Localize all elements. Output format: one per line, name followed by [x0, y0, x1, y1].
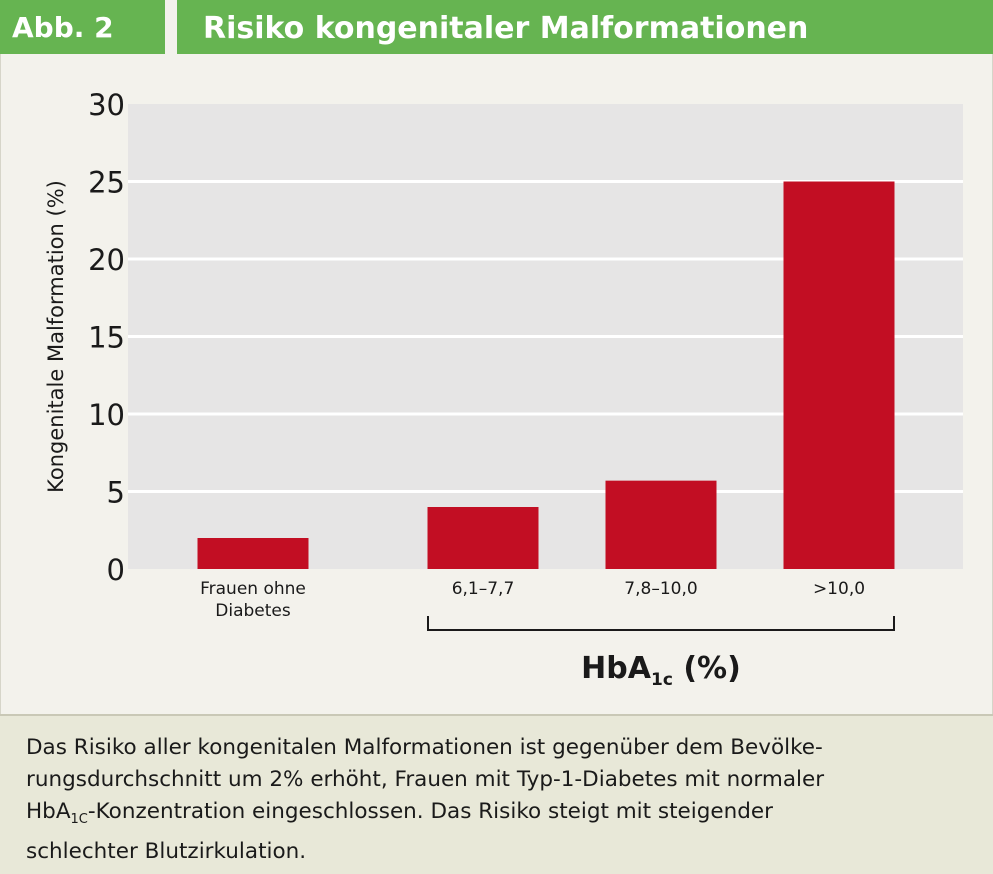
x-tick-label: >10,0 — [813, 579, 865, 599]
bar — [605, 480, 717, 569]
x-tick-label: 7,8–10,0 — [624, 579, 697, 599]
bar — [427, 507, 539, 569]
chart-panel: 0 5 10 15 20 25 30 Kongenitale Malformation (%)… — [0, 54, 993, 714]
bar — [783, 181, 895, 569]
category-group-bracket — [427, 616, 895, 631]
y-tick-label: 30 — [88, 88, 125, 122]
caption-hba: HbA — [26, 799, 71, 824]
figure-caption: Das Risiko aller kongenitalen Malformati… — [0, 714, 993, 874]
x-axis-label: HbA1c (%) — [581, 651, 741, 690]
y-tick-label: 5 — [107, 476, 125, 510]
caption-line-4: schlechter Blutzirkulation. — [26, 839, 307, 864]
caption-line-3: HbA1C-Konzentration eingeschlossen. Das … — [26, 796, 967, 836]
bar-chart: 0 5 10 15 20 25 30 Kongenitale Malformation (%)… — [44, 88, 963, 690]
caption-hba-subscript: 1C — [70, 812, 88, 827]
bar — [197, 538, 309, 569]
y-axis-label: Kongenitale Malformation (%) — [44, 180, 68, 493]
y-tick-label: 10 — [88, 398, 125, 432]
y-tick-label: 25 — [88, 166, 125, 200]
x-tick-label: Frauen ohne — [200, 579, 306, 599]
x-tick-label: 6,1–7,7 — [452, 579, 515, 599]
caption-line-3-rest: -Konzentration eingeschlossen. Das Risik… — [87, 799, 773, 824]
y-tick-label: 20 — [88, 243, 125, 277]
caption-line-2: rungsdurchschnitt um 2% erhöht, Frauen m… — [26, 767, 825, 792]
figure-title: Risiko kongenitaler Malformationen — [177, 0, 993, 54]
y-tick-label: 0 — [107, 553, 125, 587]
y-tick-label: 15 — [88, 321, 125, 355]
x-tick-label: Diabetes — [215, 601, 291, 621]
figure-label: Abb. 2 — [0, 0, 165, 54]
caption-line-1: Das Risiko aller kongenitalen Malformati… — [26, 735, 823, 760]
